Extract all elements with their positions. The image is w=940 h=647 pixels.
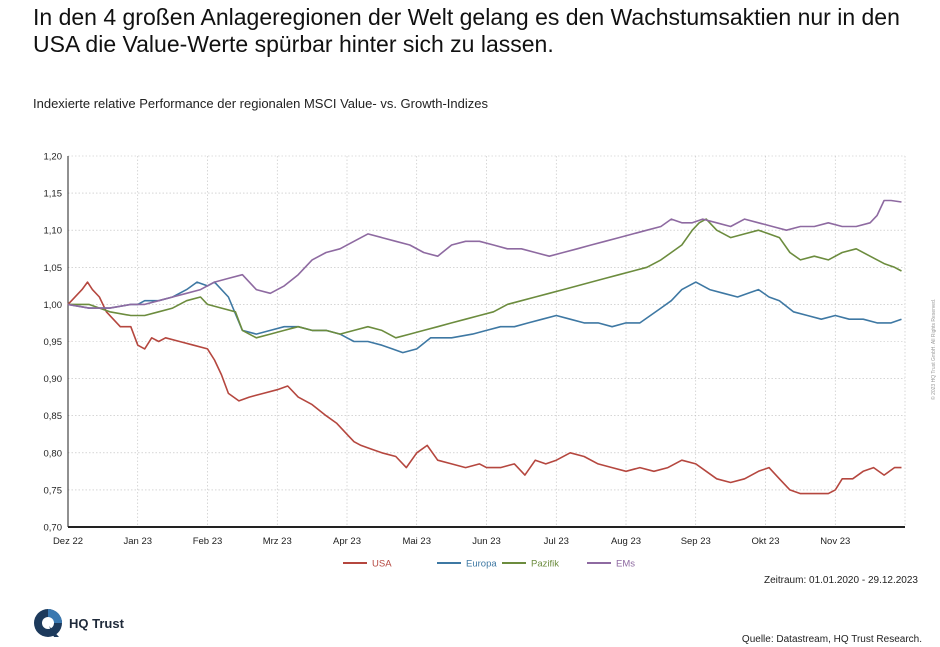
y-tick-label: 1,00 [44, 300, 63, 311]
x-tick-label: Mai 23 [402, 536, 431, 547]
chart-subtitle: Indexierte relative Performance der regi… [33, 96, 488, 111]
y-tick-label: 1,20 [44, 152, 63, 163]
logo-text: HQ Trust [69, 615, 124, 631]
y-tick-label: 0,75 [44, 485, 63, 496]
y-tick-label: 1,15 [44, 189, 63, 200]
x-tick-label: Jan 23 [123, 536, 152, 547]
x-tick-label: Apr 23 [333, 536, 361, 547]
brand-logo: HQ Trust [33, 608, 124, 638]
y-tick-label: 0,95 [44, 337, 63, 348]
x-tick-label: Jun 23 [472, 536, 501, 547]
y-tick-label: 1,05 [44, 263, 63, 274]
copyright-note: © 2023 HQ Trust GmbH. All Rights Reserve… [931, 298, 937, 400]
y-tick-label: 0,70 [44, 523, 63, 534]
headline: In den 4 großen Anlageregionen der Welt … [33, 4, 900, 57]
series-line-pazifik [68, 218, 902, 339]
timespan-note: Zeitraum: 01.01.2020 - 29.12.2023 [764, 575, 918, 586]
series-line-ems [67, 199, 902, 309]
y-tick-label: 0,90 [44, 374, 63, 385]
x-tick-label: Feb 23 [193, 536, 223, 547]
series-line-usa [67, 281, 902, 495]
legend-label: USA [372, 559, 392, 570]
x-tick-label: Aug 23 [611, 536, 641, 547]
x-tick-label: Nov 23 [820, 536, 850, 547]
legend-label: Europa [466, 559, 497, 570]
x-tick-label: Sep 23 [681, 536, 711, 547]
x-tick-label: Mrz 23 [263, 536, 292, 547]
source-note: Quelle: Datastream, HQ Trust Research. [741, 634, 922, 645]
x-tick-label: Jul 23 [544, 536, 569, 547]
y-tick-label: 0,80 [44, 448, 63, 459]
legend-label: EMs [616, 559, 635, 570]
series-line-europa [67, 281, 902, 354]
hq-trust-logo-icon [34, 609, 62, 637]
x-tick-label: Dez 22 [53, 536, 83, 547]
x-tick-label: Okt 23 [752, 536, 780, 547]
chart: 1,20 1,15 1,10 1,05 1,00 0,95 0,90 0,85 0,80 0,75… [44, 152, 906, 570]
legend-label: Pazifik [531, 559, 559, 570]
y-tick-label: 1,10 [44, 226, 63, 237]
y-tick-label: 0,85 [44, 411, 63, 422]
